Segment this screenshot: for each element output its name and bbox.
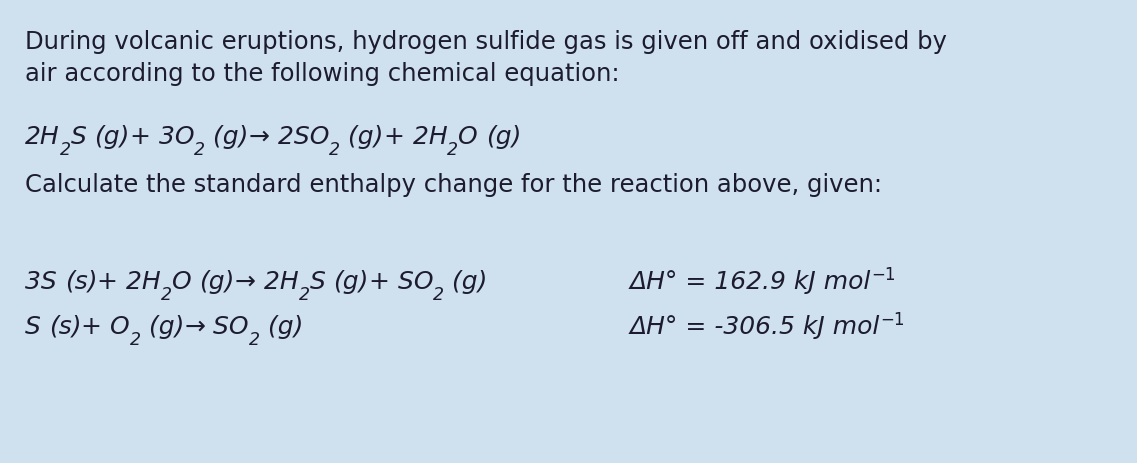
Text: S: S	[70, 125, 94, 149]
Text: 2: 2	[433, 285, 445, 303]
Text: 2: 2	[59, 141, 70, 159]
Text: 2H: 2H	[256, 269, 299, 294]
Text: −1: −1	[871, 265, 896, 283]
Text: 3S: 3S	[25, 269, 65, 294]
Text: ΔH° = 162.9 kJ mol: ΔH° = 162.9 kJ mol	[630, 269, 871, 294]
Text: ΔH° = -306.5 kJ mol: ΔH° = -306.5 kJ mol	[630, 314, 880, 338]
Text: →: →	[249, 125, 269, 149]
Text: 2H: 2H	[25, 125, 59, 149]
Text: →: →	[184, 314, 206, 338]
Text: (g): (g)	[333, 269, 368, 294]
Text: + 2H: + 2H	[383, 125, 447, 149]
Text: (s): (s)	[65, 269, 98, 294]
Text: 2: 2	[194, 141, 206, 159]
Text: (g): (g)	[445, 269, 488, 294]
Text: (g): (g)	[260, 314, 304, 338]
Text: S: S	[25, 314, 49, 338]
Text: 2: 2	[249, 330, 260, 348]
Text: 2: 2	[299, 285, 309, 303]
Text: 2: 2	[447, 141, 458, 159]
Text: (g): (g)	[340, 125, 383, 149]
Text: O: O	[172, 269, 199, 294]
Text: →: →	[235, 269, 256, 294]
Text: air according to the following chemical equation:: air according to the following chemical …	[25, 62, 620, 86]
Text: (g): (g)	[141, 314, 184, 338]
Text: (g): (g)	[94, 125, 130, 149]
Text: (s): (s)	[49, 314, 82, 338]
Text: During volcanic eruptions, hydrogen sulfide gas is given off and oxidised by: During volcanic eruptions, hydrogen sulf…	[25, 30, 947, 54]
Text: + 2H: + 2H	[98, 269, 160, 294]
Text: SO: SO	[206, 314, 249, 338]
Text: 2: 2	[160, 285, 172, 303]
Text: 2SO: 2SO	[269, 125, 329, 149]
Text: + 3O: + 3O	[130, 125, 194, 149]
Text: Calculate the standard enthalpy change for the reaction above, given:: Calculate the standard enthalpy change f…	[25, 173, 882, 197]
Text: (g): (g)	[206, 125, 249, 149]
Text: 2: 2	[329, 141, 340, 159]
Text: 2: 2	[130, 330, 141, 348]
Text: −1: −1	[880, 310, 905, 328]
Text: O: O	[458, 125, 485, 149]
Text: (g): (g)	[485, 125, 521, 149]
Text: + O: + O	[82, 314, 130, 338]
Text: (g): (g)	[199, 269, 235, 294]
Text: S: S	[309, 269, 333, 294]
Text: + SO: + SO	[368, 269, 433, 294]
